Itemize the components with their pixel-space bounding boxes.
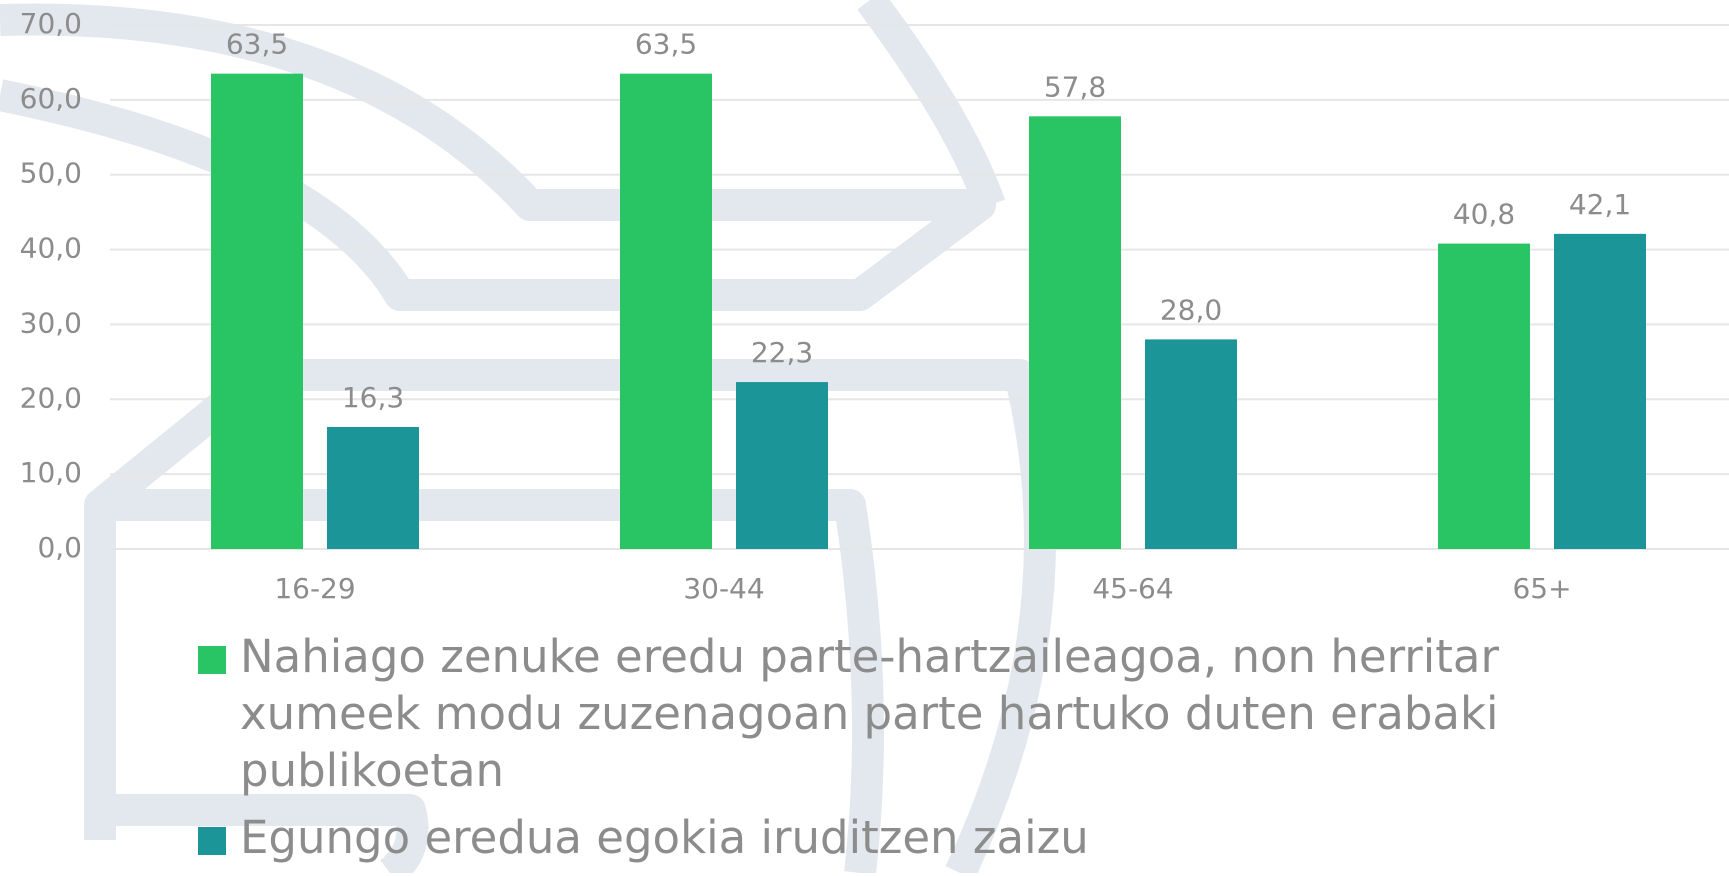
bar — [211, 74, 303, 549]
y-tick-label: 70,0 — [20, 7, 82, 40]
bar — [1554, 234, 1646, 549]
deco-shape — [0, 20, 980, 295]
y-tick-label: 30,0 — [20, 306, 82, 339]
y-tick-label: 0,0 — [37, 531, 82, 564]
y-tick-label: 20,0 — [20, 381, 82, 414]
y-tick-label: 10,0 — [20, 456, 82, 489]
y-tick-label: 50,0 — [20, 157, 82, 190]
legend-swatch — [198, 646, 226, 674]
bar — [620, 74, 712, 549]
bar — [1029, 116, 1121, 549]
data-label: 63,5 — [635, 28, 697, 61]
data-label: 57,8 — [1044, 70, 1106, 103]
data-label: 63,5 — [226, 28, 288, 61]
data-label: 16,3 — [342, 381, 404, 414]
bar — [1145, 339, 1237, 549]
y-tick-label: 40,0 — [20, 232, 82, 265]
legend-label: Nahiago zenuke eredu parte-hartzaileagoa… — [240, 630, 1499, 797]
x-tick-label: 30-44 — [683, 572, 764, 605]
data-label: 42,1 — [1569, 188, 1631, 221]
bar — [1438, 244, 1530, 549]
legend-item: Nahiago zenuke eredu parte-hartzaileagoa… — [198, 628, 1618, 799]
data-label: 28,0 — [1160, 293, 1222, 326]
bar — [736, 382, 828, 549]
x-tick-label: 65+ — [1512, 572, 1571, 605]
legend-item: Egungo eredua egokia iruditzen zaizu — [198, 809, 1618, 866]
x-tick-label: 16-29 — [274, 572, 355, 605]
y-tick-label: 60,0 — [20, 82, 82, 115]
data-label: 40,8 — [1453, 198, 1515, 231]
data-label: 22,3 — [751, 336, 813, 369]
page: {"chart_data": {"type": "bar", "categori… — [0, 0, 1729, 873]
bar — [327, 427, 419, 549]
legend: Nahiago zenuke eredu parte-hartzaileagoa… — [198, 628, 1618, 876]
x-tick-label: 45-64 — [1092, 572, 1173, 605]
legend-label: Egungo eredua egokia iruditzen zaizu — [240, 811, 1089, 864]
legend-swatch — [198, 827, 226, 855]
